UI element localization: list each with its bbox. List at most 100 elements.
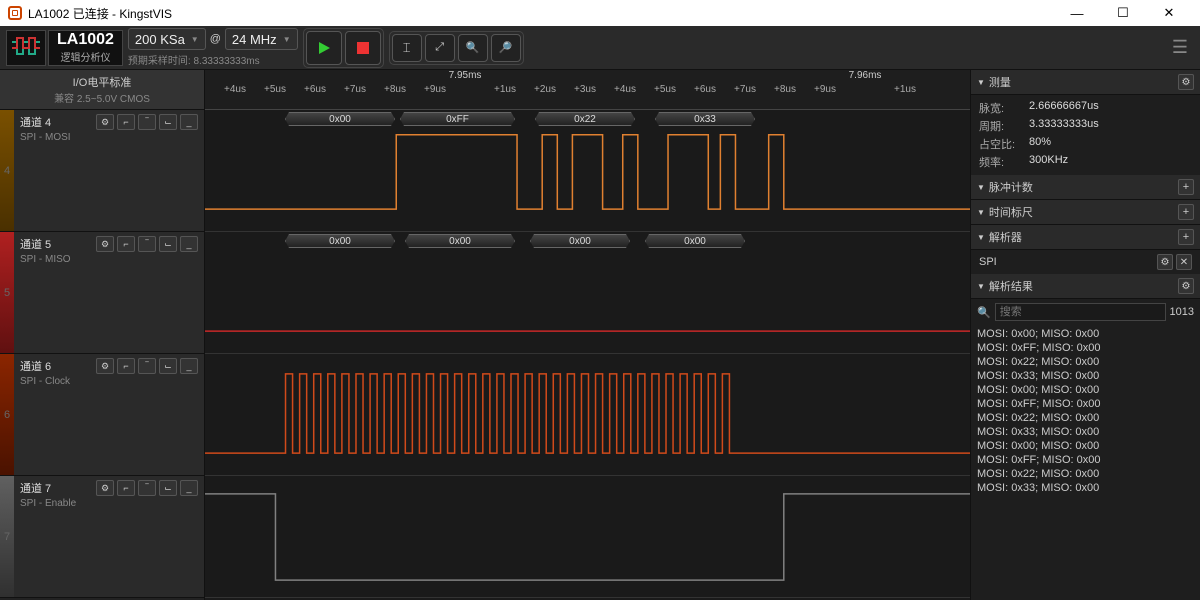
ruler-tick: +7us <box>344 84 366 95</box>
device-label[interactable]: LA1002 逻辑分析仪 <box>48 30 123 66</box>
expected-time-label: 预期采样时间: 8.33333333ms <box>128 52 298 67</box>
result-row[interactable]: MOSI: 0x00; MISO: 0x00 <box>977 327 1194 341</box>
result-row[interactable]: MOSI: 0xFF; MISO: 0x00 <box>977 397 1194 411</box>
results-settings-icon[interactable]: ⚙ <box>1178 278 1194 294</box>
results-panel-header[interactable]: ▼解析结果⚙ <box>971 274 1200 299</box>
trigger-falling-icon[interactable]: ⌙ <box>159 114 177 130</box>
timemark-panel-header[interactable]: ▼时间标尺+ <box>971 200 1200 225</box>
trigger-high-icon[interactable]: ‾ <box>138 114 156 130</box>
waveform-row[interactable]: 0x000x000x000x00 <box>205 232 970 354</box>
analyzer-panel-header[interactable]: ▼解析器+ <box>971 225 1200 250</box>
add-timemark-icon[interactable]: + <box>1178 204 1194 220</box>
io-standard-header[interactable]: I/O电平标准 兼容 2.5~5.0V CMOS <box>0 70 204 110</box>
channel-row: 4 通道 4 ⚙ ⌐ ‾ ⌙ _ SPI - MOSI <box>0 110 204 232</box>
measure-panel-header[interactable]: ▼测量⚙ <box>971 70 1200 95</box>
measure-settings-icon[interactable]: ⚙ <box>1178 74 1194 90</box>
ruler-tick: +9us <box>424 84 446 95</box>
analyzer-settings-icon[interactable]: ⚙ <box>1157 254 1173 270</box>
sample-rate-dropdown[interactable]: 24 MHz▼ <box>225 28 298 50</box>
ruler-tick: +9us <box>814 84 836 95</box>
time-marker: 7.95ms <box>449 70 482 81</box>
channel-number: 5 <box>0 232 14 353</box>
channel-row: 6 通道 6 ⚙ ⌐ ‾ ⌙ _ SPI - Clock <box>0 354 204 476</box>
results-list[interactable]: MOSI: 0x00; MISO: 0x00MOSI: 0xFF; MISO: … <box>971 325 1200 600</box>
maximize-button[interactable]: ☐ <box>1100 0 1146 26</box>
trigger-falling-icon[interactable]: ⌙ <box>159 358 177 374</box>
measure-panel: 脉宽:2.66666667us周期:3.33333333us占空比:80%频率:… <box>971 95 1200 175</box>
channel-info[interactable]: 通道 6 ⚙ ⌐ ‾ ⌙ _ SPI - Clock <box>14 354 204 475</box>
pulse-panel-header[interactable]: ▼脉冲计数+ <box>971 175 1200 200</box>
channel-settings-icon[interactable]: ⚙ <box>96 358 114 374</box>
zoom-in-button[interactable]: 🔎 <box>491 34 521 62</box>
channel-protocol: SPI - Clock <box>20 376 198 387</box>
result-row[interactable]: MOSI: 0x22; MISO: 0x00 <box>977 355 1194 369</box>
trigger-high-icon[interactable]: ‾ <box>138 480 156 496</box>
sample-count-dropdown[interactable]: 200 KSa▼ <box>128 28 206 50</box>
waveform-row[interactable] <box>205 354 970 476</box>
trigger-low-icon[interactable]: _ <box>180 114 198 130</box>
ruler-tick: +7us <box>734 84 756 95</box>
trigger-falling-icon[interactable]: ⌙ <box>159 480 177 496</box>
channel-number: 7 <box>0 476 14 597</box>
trigger-rising-icon[interactable]: ⌐ <box>117 358 135 374</box>
channel-settings-icon[interactable]: ⚙ <box>96 236 114 252</box>
analyzer-item[interactable]: SPI <box>979 256 997 268</box>
channel-list: I/O电平标准 兼容 2.5~5.0V CMOS 4 通道 4 ⚙ ⌐ ‾ ⌙ … <box>0 70 205 600</box>
result-row[interactable]: MOSI: 0x00; MISO: 0x00 <box>977 383 1194 397</box>
trigger-low-icon[interactable]: _ <box>180 358 198 374</box>
time-marker: 7.96ms <box>849 70 882 81</box>
channel-name: 通道 4 <box>20 114 51 130</box>
add-pulse-icon[interactable]: + <box>1178 179 1194 195</box>
waveform-area[interactable]: 7.95ms7.96ms+4us+5us+6us+7us+8us+9us+1us… <box>205 70 970 600</box>
ruler-tick: +5us <box>264 84 286 95</box>
trigger-high-icon[interactable]: ‾ <box>138 236 156 252</box>
result-row[interactable]: MOSI: 0x22; MISO: 0x00 <box>977 411 1194 425</box>
waveform-row[interactable] <box>205 476 970 598</box>
channel-info[interactable]: 通道 5 ⚙ ⌐ ‾ ⌙ _ SPI - MISO <box>14 232 204 353</box>
trigger-falling-icon[interactable]: ⌙ <box>159 236 177 252</box>
stop-button[interactable] <box>345 31 381 65</box>
analyzer-close-icon[interactable]: ✕ <box>1176 254 1192 270</box>
channel-info[interactable]: 通道 7 ⚙ ⌐ ‾ ⌙ _ SPI - Enable <box>14 476 204 597</box>
results-search-input[interactable] <box>995 303 1166 321</box>
analyzer-panel: SPI ⚙✕ <box>971 250 1200 274</box>
zoom-out-button[interactable]: 🔍 <box>458 34 488 62</box>
result-row[interactable]: MOSI: 0xFF; MISO: 0x00 <box>977 453 1194 467</box>
search-icon: 🔍 <box>977 306 991 319</box>
trigger-low-icon[interactable]: _ <box>180 236 198 252</box>
channel-info[interactable]: 通道 4 ⚙ ⌐ ‾ ⌙ _ SPI - MOSI <box>14 110 204 231</box>
result-row[interactable]: MOSI: 0xFF; MISO: 0x00 <box>977 341 1194 355</box>
result-row[interactable]: MOSI: 0x33; MISO: 0x00 <box>977 481 1194 495</box>
zoom-fit-button[interactable]: ⤢ <box>425 34 455 62</box>
ruler-tick: +4us <box>614 84 636 95</box>
minimize-button[interactable]: — <box>1054 0 1100 26</box>
close-button[interactable]: ✕ <box>1146 0 1192 26</box>
waveform-row[interactable]: 0x000xFF0x220x33 <box>205 110 970 232</box>
toolbar: LA1002 逻辑分析仪 200 KSa▼ @ 24 MHz▼ 预期采样时间: … <box>0 26 1200 70</box>
result-row[interactable]: MOSI: 0x33; MISO: 0x00 <box>977 425 1194 439</box>
trigger-rising-icon[interactable]: ⌐ <box>117 480 135 496</box>
waveform-trace <box>205 232 970 353</box>
measure-row: 脉宽:2.66666667us <box>979 99 1192 117</box>
trigger-rising-icon[interactable]: ⌐ <box>117 114 135 130</box>
channel-name: 通道 6 <box>20 358 51 374</box>
channel-settings-icon[interactable]: ⚙ <box>96 480 114 496</box>
trigger-low-icon[interactable]: _ <box>180 480 198 496</box>
channel-settings-icon[interactable]: ⚙ <box>96 114 114 130</box>
menu-button[interactable]: ☰ <box>1172 37 1188 58</box>
start-button[interactable] <box>306 31 342 65</box>
result-row[interactable]: MOSI: 0x00; MISO: 0x00 <box>977 439 1194 453</box>
result-row[interactable]: MOSI: 0x22; MISO: 0x00 <box>977 467 1194 481</box>
title-bar: LA1002 已连接 - KingstVIS — ☐ ✕ <box>0 0 1200 26</box>
ruler-tick: +8us <box>774 84 796 95</box>
channel-number: 4 <box>0 110 14 231</box>
trigger-rising-icon[interactable]: ⌐ <box>117 236 135 252</box>
time-ruler[interactable]: 7.95ms7.96ms+4us+5us+6us+7us+8us+9us+1us… <box>205 70 970 110</box>
at-label: @ <box>210 33 221 45</box>
ruler-tick: +6us <box>304 84 326 95</box>
trigger-high-icon[interactable]: ‾ <box>138 358 156 374</box>
result-row[interactable]: MOSI: 0x33; MISO: 0x00 <box>977 369 1194 383</box>
channel-name: 通道 5 <box>20 236 51 252</box>
cursor-tool-button[interactable]: ⌶ <box>392 34 422 62</box>
add-analyzer-icon[interactable]: + <box>1178 229 1194 245</box>
